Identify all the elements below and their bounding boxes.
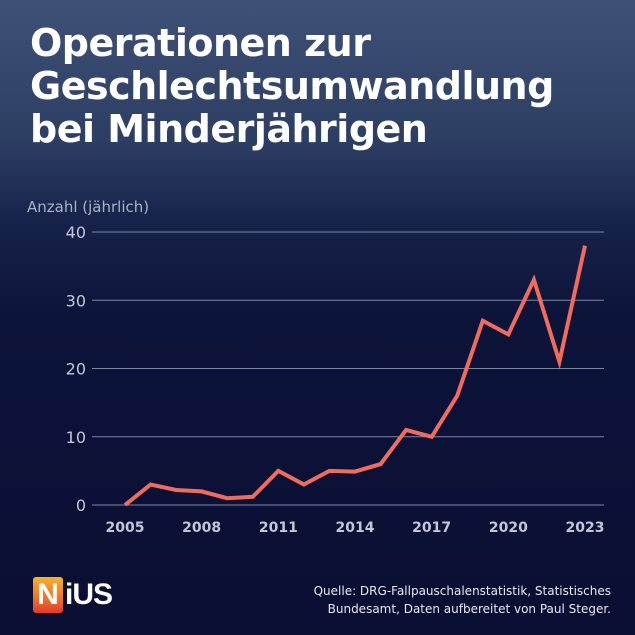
y-tick-label: 40 [66,223,86,242]
x-tick-label: 2020 [489,520,528,536]
logo-text: iUS [65,578,113,611]
series-line [123,245,587,507]
x-tick-label: 2011 [259,520,298,536]
x-tick-label: 2014 [336,520,375,536]
y-tick-label: 10 [66,428,86,447]
x-tick-label: 2005 [106,520,145,536]
x-tick-label: 2017 [412,520,451,536]
source-line-1: Quelle: DRG-Fallpauschalenstatistik, Sta… [313,584,611,598]
y-tick-label: 20 [66,360,86,379]
gridlines [92,231,604,506]
title-line-2: Geschlechtsumwandlung [30,64,554,108]
source-line-2: Bundesamt, Daten aufbereitet von Paul St… [327,602,611,616]
logo-mark: N [33,577,63,613]
series-layer [123,245,587,507]
title-line-1: Operationen zur [30,21,371,65]
y-axis-label: Anzahl (jährlich) [27,198,150,216]
nius-logo: N iUS [33,576,113,614]
title-line-3: bei Minderjährigen [30,107,428,151]
y-tick-label: 0 [76,496,86,515]
x-tick-label: 2023 [566,520,605,536]
y-axis-ticks: 0 10 20 30 40 [66,223,86,515]
chart-title: Operationen zur Geschlechtsumwandlung be… [30,22,620,151]
y-tick-label: 30 [66,291,86,310]
x-axis-ticks: 2005 2008 2011 2014 2017 2020 2023 [106,520,605,536]
x-tick-label: 2008 [182,520,221,536]
source-note: Quelle: DRG-Fallpauschalenstatistik, Sta… [314,582,611,618]
